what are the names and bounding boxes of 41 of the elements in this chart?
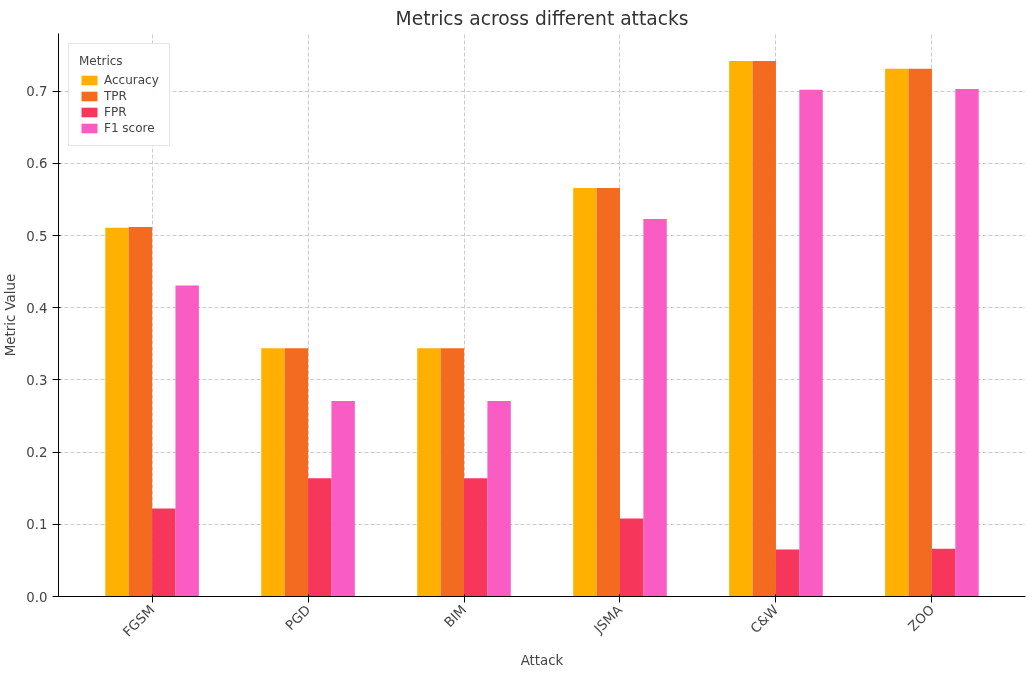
bar	[619, 518, 644, 597]
bar	[596, 187, 620, 597]
bar	[775, 549, 800, 597]
bar	[105, 227, 129, 597]
y-tick-label: 0.3	[26, 372, 48, 388]
bar	[729, 60, 753, 597]
bar	[331, 400, 355, 597]
x-axis-title: Attack	[520, 652, 564, 668]
bar	[128, 226, 153, 597]
bar	[152, 508, 176, 597]
legend-label: Accuracy	[104, 73, 159, 87]
bar	[308, 478, 332, 597]
bar	[261, 348, 285, 597]
bar	[440, 348, 465, 597]
chart-title: Metrics across different attacks	[395, 7, 689, 29]
y-tick-label: 0.2	[26, 445, 48, 461]
x-tick-label: BIM	[441, 602, 470, 631]
bar	[908, 68, 932, 597]
bar	[573, 187, 597, 597]
y-tick-label: 0.0	[26, 589, 48, 605]
bar	[464, 478, 488, 597]
y-axis-title: Metric Value	[3, 273, 19, 357]
y-tick-label: 0.4	[26, 300, 48, 316]
bar	[417, 348, 441, 597]
bar	[885, 68, 909, 597]
bar	[752, 60, 776, 597]
legend-title: Metrics	[79, 54, 124, 68]
y-tick-label: 0.6	[26, 156, 48, 172]
legend-label: FPR	[104, 105, 127, 119]
y-tick-label: 0.1	[26, 517, 48, 533]
y-tick-label: 0.7	[26, 84, 48, 100]
bar	[643, 219, 667, 597]
bar	[175, 285, 199, 597]
y-tick-label: 0.5	[26, 228, 48, 244]
legend-label: F1 score	[104, 121, 155, 135]
bar	[799, 89, 823, 597]
bar	[955, 89, 979, 597]
bar	[487, 400, 511, 597]
bar	[284, 348, 309, 597]
bar	[931, 548, 956, 597]
legend-label: TPR	[104, 89, 127, 103]
